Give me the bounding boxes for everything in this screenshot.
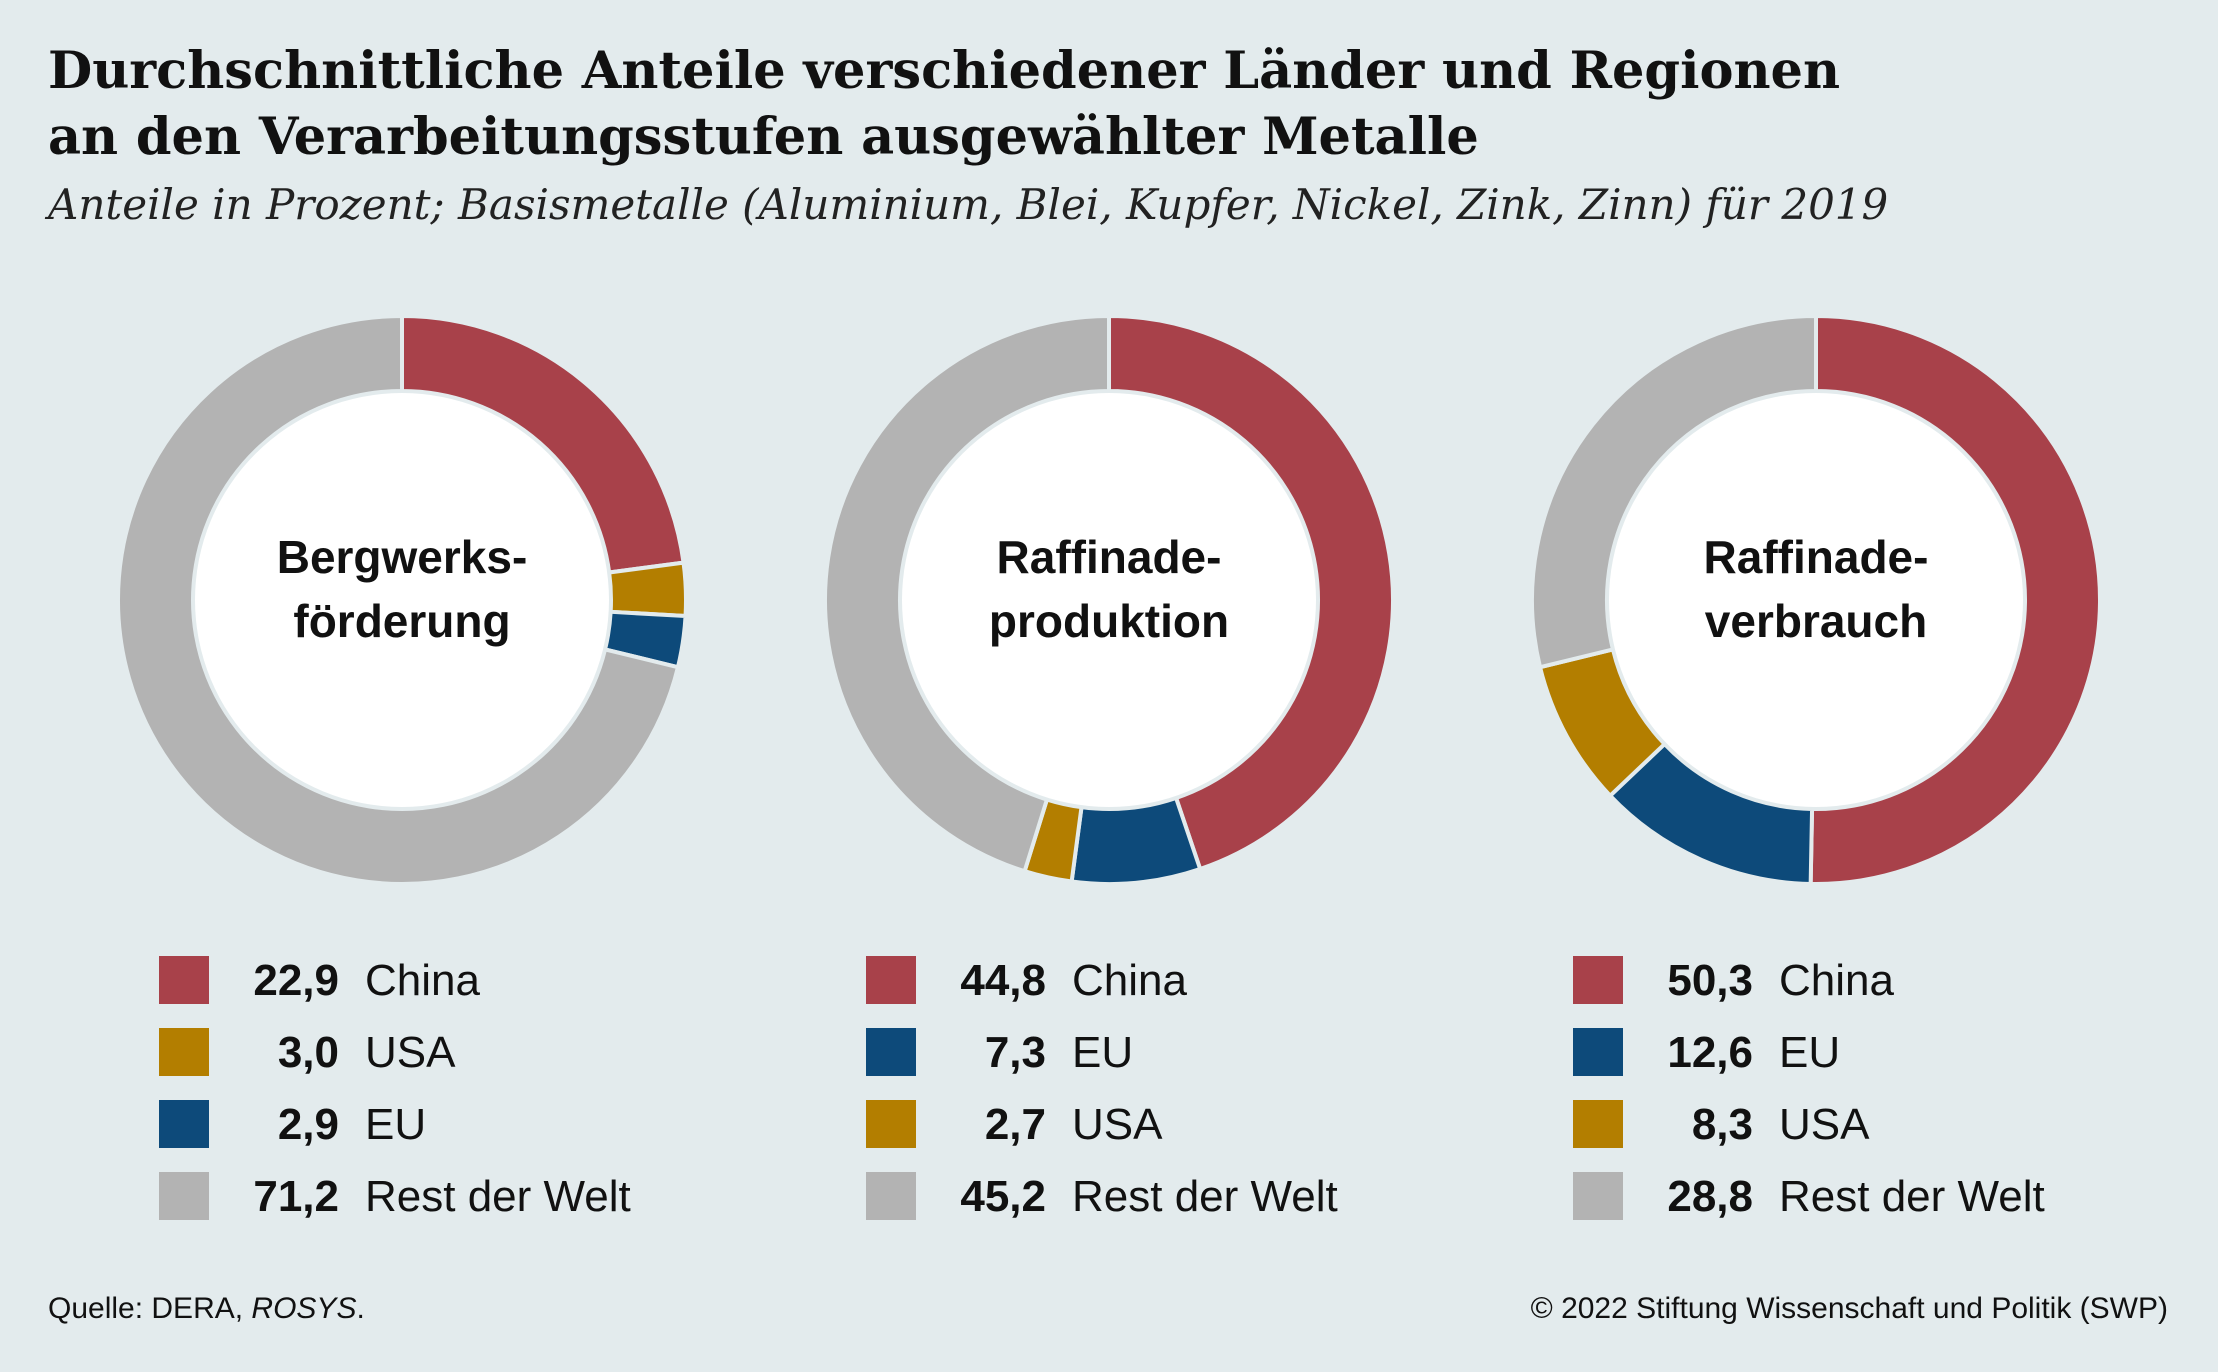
legend-value: 45,2 xyxy=(960,1172,1046,1221)
donut-chart-consumption xyxy=(1530,313,2102,886)
legend-item: 44,8 China xyxy=(866,945,1466,1017)
donut-slice-rest-der-welt xyxy=(116,313,681,886)
legend-swatch xyxy=(1573,1028,1623,1076)
legend-value: 2,9 xyxy=(277,1100,339,1149)
donut-slice-rest-der-welt xyxy=(823,313,1111,874)
legend-swatch xyxy=(1573,956,1623,1004)
legend-name: USA xyxy=(365,1028,456,1077)
legend-swatch xyxy=(159,1028,209,1076)
source-italic: ROSYS xyxy=(251,1292,357,1325)
legend-item: 7,3 EU xyxy=(866,1017,1466,1089)
legend-name: USA xyxy=(1779,1100,1870,1149)
donut-chart-refining xyxy=(823,313,1395,886)
legend-name: EU xyxy=(1779,1028,1841,1077)
legend-name: USA xyxy=(1072,1100,1163,1149)
legend-name: China xyxy=(1779,956,1894,1005)
source-note: Quelle: DERA, ROSYS. xyxy=(48,1292,365,1326)
legend-value: 28,8 xyxy=(1667,1172,1753,1221)
donut-panel-refining: Raffinade- produktion 44,8 China 7,3 EU 2,… xyxy=(809,300,1409,1230)
legend-swatch xyxy=(1573,1100,1623,1148)
legend-value: 71,2 xyxy=(253,1172,339,1221)
legend-swatch xyxy=(866,956,916,1004)
donut-label-mining: Bergwerks- förderung xyxy=(202,525,602,653)
donut-chart-mining xyxy=(116,313,688,886)
legend-value: 2,7 xyxy=(984,1100,1046,1149)
donut-label-line-1: Raffinade- xyxy=(1703,531,1929,583)
legend-item: 8,3 USA xyxy=(1573,1089,2173,1161)
legend-swatch xyxy=(159,1172,209,1220)
legend-value: 12,6 xyxy=(1667,1028,1753,1077)
legend-swatch xyxy=(1573,1172,1623,1220)
donut-label-line-1: Raffinade- xyxy=(996,531,1222,583)
source-suffix: . xyxy=(356,1292,365,1325)
chart-subtitle: Anteile in Prozent; Basismetalle (Alumin… xyxy=(48,180,1889,229)
legend-value: 50,3 xyxy=(1667,956,1753,1005)
donut-slice-rest-der-welt xyxy=(1530,313,1818,670)
legend-value: 22,9 xyxy=(253,956,339,1005)
legend-name: China xyxy=(1072,956,1187,1005)
legend-swatch xyxy=(159,956,209,1004)
legend-swatch xyxy=(866,1100,916,1148)
legend-name: Rest der Welt xyxy=(1072,1172,1338,1221)
legend-swatch xyxy=(866,1028,916,1076)
legend-mining: 22,9 China 3,0 USA 2,9 EU 71,2 Rest der Welt xyxy=(159,945,759,1233)
donut-label-consumption: Raffinade- verbrauch xyxy=(1616,525,2016,653)
donut-slice-usa xyxy=(606,560,688,619)
legend-item: 50,3 China xyxy=(1573,945,2173,1017)
donut-label-line-2: verbrauch xyxy=(1704,595,1928,647)
legend-item: 45,2 Rest der Welt xyxy=(866,1161,1466,1233)
legend-name: EU xyxy=(365,1100,427,1149)
legend-swatch xyxy=(159,1100,209,1148)
title-line-2: an den Verarbeitungsstufen ausgewählter … xyxy=(48,107,1479,167)
legend-item: 12,6 EU xyxy=(1573,1017,2173,1089)
donut-label-line-2: förderung xyxy=(293,595,511,647)
donut-slice-china xyxy=(1107,313,1395,872)
legend-swatch xyxy=(866,1172,916,1220)
legend-name: Rest der Welt xyxy=(1779,1172,2045,1221)
donut-slice-china xyxy=(400,313,686,575)
legend-consumption: 50,3 China 12,6 EU 8,3 USA 28,8 Rest der Wel… xyxy=(1573,945,2173,1233)
legend-item: 2,9 EU xyxy=(159,1089,759,1161)
donut-label-line-1: Bergwerks- xyxy=(276,531,528,583)
donut-slice-china xyxy=(1808,313,2102,886)
legend-value: 3,0 xyxy=(277,1028,339,1077)
source-prefix: Quelle: DERA, xyxy=(48,1292,252,1325)
donut-slice-eu xyxy=(1069,795,1203,886)
legend-value: 44,8 xyxy=(960,956,1046,1005)
donut-panel-consumption: Raffinade- verbrauch 50,3 China 12,6 EU 8,… xyxy=(1516,300,2116,1230)
legend-name: China xyxy=(365,956,480,1005)
legend-item: 22,9 China xyxy=(159,945,759,1017)
donut-label-line-2: produktion xyxy=(988,595,1230,647)
legend-item: 3,0 USA xyxy=(159,1017,759,1089)
donut-panel-mining: Bergwerks- förderung 22,9 China 3,0 USA 2,… xyxy=(102,300,702,1230)
legend-item: 28,8 Rest der Welt xyxy=(1573,1161,2173,1233)
legend-value: 7,3 xyxy=(984,1028,1046,1077)
legend-name: EU xyxy=(1072,1028,1134,1077)
donut-center xyxy=(902,393,1316,807)
legend-item: 2,7 USA xyxy=(866,1089,1466,1161)
donut-label-refining: Raffinade- produktion xyxy=(909,525,1309,653)
legend-refining: 44,8 China 7,3 EU 2,7 USA 45,2 Rest der Welt xyxy=(866,945,1466,1233)
legend-item: 71,2 Rest der Welt xyxy=(159,1161,759,1233)
copyright-note: © 2022 Stiftung Wissenschaft und Politik… xyxy=(1530,1292,2168,1325)
chart-title: Durchschnittliche Anteile verschiedener … xyxy=(48,38,2148,170)
donut-center xyxy=(1609,393,2023,807)
legend-value: 8,3 xyxy=(1691,1100,1753,1149)
legend-name: Rest der Welt xyxy=(365,1172,631,1221)
title-line-1: Durchschnittliche Anteile verschiedener … xyxy=(48,41,1841,101)
donut-center xyxy=(195,393,609,807)
